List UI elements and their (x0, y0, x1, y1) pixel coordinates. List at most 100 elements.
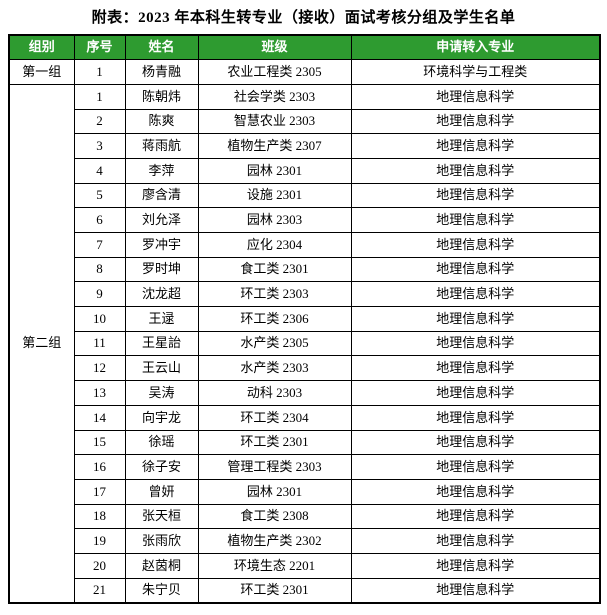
table-row: 18 张天桓 食工类 2308 地理信息科学 (9, 503, 601, 530)
name-cell: 刘允泽 (124, 207, 199, 233)
major-cell: 地理信息科学 (350, 281, 601, 308)
serial-cell: 12 (73, 355, 126, 382)
major-cell: 地理信息科学 (350, 404, 601, 431)
header-cell-group: 组别 (8, 34, 75, 61)
table-row: 21 朱宁贝 环工类 2301 地理信息科学 (9, 577, 601, 604)
class-cell: 环境生态 2201 (197, 552, 352, 579)
major-cell: 地理信息科学 (350, 380, 601, 406)
class-cell: 动科 2303 (197, 380, 352, 406)
name-cell: 杨青融 (124, 59, 199, 85)
table-row: 20 赵茵桐 环境生态 2201 地理信息科学 (9, 552, 601, 579)
name-cell: 向宇龙 (124, 404, 199, 431)
major-cell: 地理信息科学 (350, 429, 601, 456)
name-cell: 廖含清 (124, 182, 199, 209)
serial-cell: 19 (73, 528, 126, 554)
class-cell: 水产类 2305 (197, 330, 352, 357)
table-row: 2 陈爽 智慧农业 2303 地理信息科学 (9, 108, 601, 135)
class-cell: 食工类 2301 (197, 256, 352, 283)
serial-cell: 5 (73, 182, 126, 209)
major-cell: 地理信息科学 (350, 207, 601, 233)
major-cell: 地理信息科学 (350, 478, 601, 505)
major-cell: 地理信息科学 (350, 552, 601, 579)
group-cell: 第一组 (8, 59, 75, 85)
name-cell: 张雨欣 (124, 528, 199, 554)
class-cell: 植物生产类 2307 (197, 133, 352, 159)
table-row: 16 徐子安 管理工程类 2303 地理信息科学 (9, 454, 601, 480)
serial-cell: 1 (73, 83, 126, 110)
major-cell: 地理信息科学 (350, 503, 601, 530)
table-row: 14 向宇龙 环工类 2304 地理信息科学 (9, 404, 601, 431)
table-row: 12 王云山 水产类 2303 地理信息科学 (9, 355, 601, 382)
name-cell: 罗冲宇 (124, 232, 199, 258)
serial-cell: 2 (73, 108, 126, 135)
class-cell: 环工类 2304 (197, 404, 352, 431)
name-cell: 徐瑶 (124, 429, 199, 456)
major-cell: 环境科学与工程类 (350, 59, 601, 85)
table-row: 第一组 1 杨青融 农业工程类 2305 环境科学与工程类 (8, 59, 601, 85)
table-row: 6 刘允泽 园林 2303 地理信息科学 (9, 207, 601, 233)
major-cell: 地理信息科学 (350, 306, 601, 332)
class-cell: 水产类 2303 (197, 355, 352, 382)
name-cell: 曾妍 (124, 478, 199, 505)
class-cell: 环工类 2306 (197, 306, 352, 332)
major-cell: 地理信息科学 (350, 528, 601, 554)
name-cell: 徐子安 (124, 454, 199, 480)
table-header: 组别 序号 姓名 班级 申请转入专业 (8, 34, 601, 61)
name-cell: 王云山 (124, 355, 199, 382)
name-cell: 李萍 (124, 157, 199, 184)
class-cell: 食工类 2308 (197, 503, 352, 530)
page-title: 附表：2023 年本科生转专业（接收）面试考核分组及学生名单 (91, 10, 516, 26)
name-cell: 朱宁贝 (124, 577, 199, 604)
table-row: 7 罗冲宇 应化 2304 地理信息科学 (9, 232, 601, 258)
class-cell: 智慧农业 2303 (197, 108, 352, 135)
serial-cell: 16 (73, 454, 126, 480)
major-cell: 地理信息科学 (350, 355, 601, 382)
major-cell: 地理信息科学 (350, 577, 601, 604)
class-cell: 社会学类 2303 (197, 83, 352, 110)
major-cell: 地理信息科学 (350, 454, 601, 480)
class-cell: 应化 2304 (197, 232, 352, 258)
table-row: 15 徐瑶 环工类 2301 地理信息科学 (9, 429, 601, 456)
table-row: 17 曾妍 园林 2301 地理信息科学 (9, 478, 601, 505)
class-cell: 农业工程类 2305 (197, 59, 352, 85)
serial-cell: 17 (73, 478, 126, 505)
major-cell: 地理信息科学 (350, 330, 601, 357)
serial-cell: 8 (73, 256, 126, 283)
table-row: 4 李萍 园林 2301 地理信息科学 (9, 157, 601, 184)
group-cell: 第二组 (8, 83, 75, 604)
name-cell: 沈龙超 (124, 281, 199, 308)
name-cell: 王星詒 (124, 330, 199, 357)
class-cell: 管理工程类 2303 (197, 454, 352, 480)
table-row: 3 蒋雨航 植物生产类 2307 地理信息科学 (9, 133, 601, 159)
header-cell-name: 姓名 (124, 34, 199, 61)
serial-cell: 3 (73, 133, 126, 159)
students-table: 组别 序号 姓名 班级 申请转入专业 第一组 1 杨青融 农业工程类 2305 环境科学… (8, 34, 601, 604)
serial-cell: 11 (73, 330, 126, 357)
name-cell: 陈朝炜 (124, 83, 199, 110)
name-cell: 陈爽 (124, 108, 199, 135)
header-cell-class: 班级 (197, 34, 352, 61)
class-cell: 植物生产类 2302 (197, 528, 352, 554)
serial-cell: 20 (73, 552, 126, 579)
serial-cell: 14 (73, 404, 126, 431)
serial-cell: 18 (73, 503, 126, 530)
serial-cell: 9 (73, 281, 126, 308)
name-cell: 蒋雨航 (124, 133, 199, 159)
class-cell: 园林 2301 (197, 478, 352, 505)
name-cell: 罗时坤 (124, 256, 199, 283)
table-row: 第二组 1 陈朝炜 社会学类 2303 地理信息科学 (8, 83, 601, 604)
table-row: 13 吴涛 动科 2303 地理信息科学 (9, 380, 601, 406)
header-row: 组别 序号 姓名 班级 申请转入专业 (8, 34, 601, 61)
header-cell-major: 申请转入专业 (350, 34, 601, 61)
major-cell: 地理信息科学 (350, 232, 601, 258)
header-cell-serial: 序号 (73, 34, 126, 61)
table-body: 第一组 1 杨青融 农业工程类 2305 环境科学与工程类 第二组 1 陈朝炜 社会学类 230… (8, 59, 601, 604)
serial-cell: 15 (73, 429, 126, 456)
table-row: 10 王逯 环工类 2306 地理信息科学 (9, 306, 601, 332)
class-cell: 园林 2303 (197, 207, 352, 233)
major-cell: 地理信息科学 (350, 83, 601, 110)
serial-cell: 4 (73, 157, 126, 184)
major-cell: 地理信息科学 (350, 157, 601, 184)
name-cell: 吴涛 (124, 380, 199, 406)
